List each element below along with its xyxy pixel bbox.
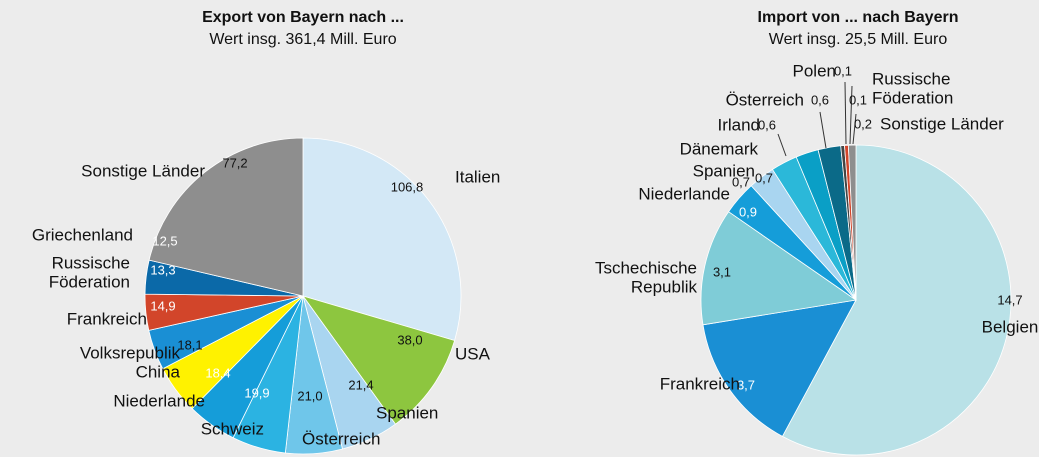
slice-label: Irland [717,115,760,134]
slice-label: Sonstige Länder [81,161,205,180]
slice-label: Belgien [982,317,1039,336]
slice-label: Russische Föderation [872,70,953,108]
pie-slice [148,137,304,297]
slice-label: USA [455,344,491,363]
value-label: 3,7 [737,377,755,392]
leader-line [819,111,827,149]
chart-title: Import von ... nach Bayern [758,9,959,26]
value-label: 106,8 [391,179,424,194]
value-label: 0,7 [732,174,750,189]
slice-label: Schweiz [201,419,264,438]
slice-label: Niederlande [638,184,730,203]
leader-lines [777,81,857,157]
slice-label: Polen [793,61,836,80]
value-label: 21,0 [297,388,322,403]
pie-slice [702,299,857,437]
value-label: 0,7 [755,170,773,185]
value-label: 14,7 [997,292,1022,307]
pie-slice [302,137,462,341]
value-label: 0,1 [849,92,867,107]
leader-line [849,85,853,145]
pie-slice [781,144,1012,456]
slice-label: Sonstige Länder [880,114,1004,133]
slice-label: Tschechische Republik [595,259,698,297]
value-label: 0,6 [811,92,829,107]
value-label: 21,4 [348,377,373,392]
pie-slice [301,295,456,425]
value-label: 77,2 [222,155,247,170]
slice-label: Österreich [726,90,804,109]
leader-line [777,133,787,157]
slice-label: Italien [455,167,500,186]
slice-label: Dänemark [680,139,759,158]
slice-label: Österreich [302,429,380,448]
leader-line [852,113,857,145]
value-label: 0,1 [834,63,852,78]
value-label: 38,0 [397,332,422,347]
value-label: 0,2 [854,116,872,131]
slice-label: Niederlande [113,391,205,410]
pies [144,137,1012,456]
pie-slice [847,144,857,301]
slice-label: Volksrepublik China [80,344,181,382]
slice-label: Frankreich [660,374,740,393]
chart-title: Export von Bayern nach ... [202,9,404,26]
value-label: 3,1 [713,264,731,279]
slice-label: Spanien [693,161,755,180]
value-label: 12,5 [152,233,177,248]
slice-label: Russische Föderation [49,254,130,292]
value-label: 14,9 [150,298,175,313]
value-label: 0,6 [758,117,776,132]
pie-slice [700,211,858,326]
slice-label: Griechenland [32,225,133,244]
slice-label: Frankreich [67,309,147,328]
value-label: 13,3 [150,262,175,277]
value-label: 19,9 [244,385,269,400]
value-label: 0,9 [739,204,757,219]
value-label: 18,1 [177,337,202,352]
chart-subtitle: Wert insg. 25,5 Mill. Euro [769,31,948,48]
chart-subtitle: Wert insg. 361,4 Mill. Euro [209,31,396,48]
slice-label: Spanien [376,403,438,422]
leader-line [844,81,847,145]
value-label: 18,4 [205,365,230,380]
